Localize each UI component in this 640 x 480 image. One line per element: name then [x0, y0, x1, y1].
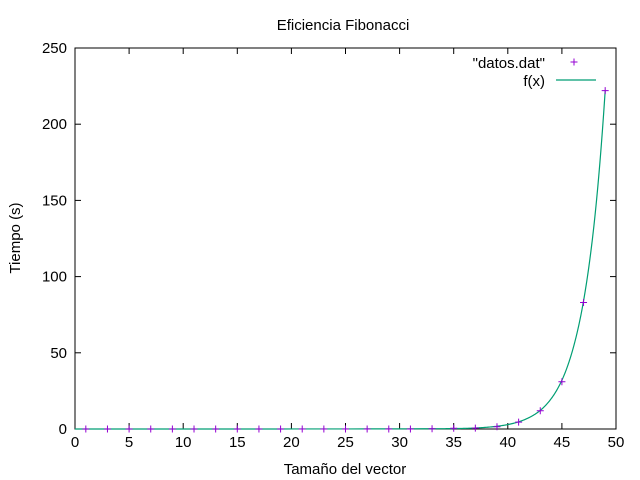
data-point: [471, 424, 479, 432]
x-tick-label: 10: [175, 434, 192, 451]
data-point: [515, 418, 523, 426]
data-point: [406, 425, 414, 433]
legend-marks: [556, 58, 596, 81]
data-point: [125, 425, 133, 433]
series-layer: [75, 87, 609, 433]
legend: "datos.dat" f(x): [473, 55, 596, 90]
data-point: [363, 425, 371, 433]
x-tick-label: 35: [445, 434, 462, 451]
data-point: [147, 425, 155, 433]
data-point: [493, 423, 501, 431]
x-tick-label: 25: [337, 434, 354, 451]
data-point: [601, 87, 609, 95]
data-point: [342, 425, 349, 433]
x-axis-label: Tamaño del vector: [284, 461, 407, 478]
y-tick-label: 100: [42, 269, 67, 286]
x-tick-label: 0: [71, 434, 79, 451]
x-axis: 0 5 10 15 20 25 30 35 40 45 50: [71, 48, 625, 451]
data-point: [212, 425, 220, 433]
legend-label-fx: f(x): [523, 73, 545, 90]
data-point: [233, 425, 241, 433]
legend-label-datos: "datos.dat": [473, 55, 545, 72]
x-tick-label: 20: [283, 434, 300, 451]
data-point: [320, 425, 328, 433]
y-tick-label: 50: [50, 345, 67, 362]
data-point: [82, 425, 90, 433]
data-point: [428, 425, 436, 433]
series-line-fx: [75, 90, 606, 430]
y-tick-label: 150: [42, 192, 67, 209]
y-tick-label: 200: [42, 116, 67, 133]
y-axis-label: Tiempo (s): [7, 202, 24, 273]
data-point: [103, 425, 111, 433]
plot-frame: [74, 47, 617, 430]
data-point: [536, 407, 544, 415]
chart-title: Eficiencia Fibonacci: [277, 17, 410, 34]
data-point: [385, 425, 393, 433]
x-tick-label: 45: [554, 434, 571, 451]
y-tick-label: 250: [42, 40, 67, 57]
data-point: [255, 425, 263, 433]
data-point: [450, 424, 458, 432]
y-tick-label: 0: [59, 421, 67, 438]
data-point: [277, 425, 285, 433]
data-point: [580, 299, 588, 307]
x-tick-label: 30: [391, 434, 408, 451]
y-axis: 0 50 100 150 200 250: [42, 40, 616, 438]
data-point: [298, 425, 306, 433]
data-point: [168, 425, 176, 433]
data-point: [558, 378, 566, 386]
x-tick-label: 40: [499, 434, 516, 451]
data-point: [190, 425, 198, 433]
legend-marker-datos: [570, 58, 578, 66]
x-tick-label: 5: [125, 434, 133, 451]
x-tick-label: 50: [608, 434, 625, 451]
x-tick-label: 15: [229, 434, 246, 451]
